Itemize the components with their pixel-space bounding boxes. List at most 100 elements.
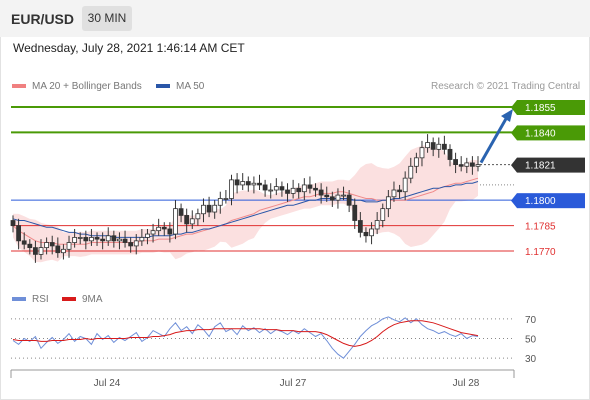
candle-down	[329, 196, 335, 201]
legend-swatch-ma20	[12, 84, 26, 89]
candle-down	[447, 148, 453, 160]
candle-down	[257, 182, 262, 186]
candle-down	[178, 208, 184, 216]
candle-down	[94, 237, 100, 240]
level-tag-notch-1.1800	[511, 193, 517, 209]
rsi-tick-70: 70	[525, 315, 537, 326]
candle-up	[425, 142, 430, 149]
candle-up	[374, 220, 380, 230]
candle-up	[335, 194, 341, 201]
candle-up	[44, 242, 50, 249]
candle-down	[324, 194, 330, 198]
candle-down	[27, 243, 33, 249]
candle-down	[10, 220, 16, 226]
candle-up	[402, 177, 408, 193]
level-tag-notch-1.1821	[511, 157, 517, 173]
candle-up	[380, 208, 386, 221]
candle-up	[419, 147, 425, 159]
candle-up	[66, 242, 72, 250]
level-label-1.1785: 1.1785	[525, 222, 556, 233]
candle-up	[385, 196, 391, 210]
candle-down	[279, 186, 285, 191]
candle-up	[117, 238, 122, 242]
timestamp: Wednesday, July 28, 2021 1:46:14 AM CET	[13, 41, 245, 55]
rsi-tick-50: 50	[525, 335, 537, 346]
ma50-line	[12, 181, 479, 238]
candle-down	[33, 247, 38, 255]
forecast-arrow-line	[479, 116, 509, 164]
candle-up	[475, 164, 481, 167]
legend-label-ma50: MA 50	[176, 81, 205, 92]
candle-down	[318, 189, 324, 196]
candle-down	[296, 187, 302, 193]
legend-label-rsi: RSI	[32, 294, 49, 305]
candle-up	[464, 162, 470, 167]
candle-up	[217, 198, 223, 206]
rsi-series-rsi	[12, 316, 479, 359]
candle-down	[111, 235, 117, 242]
candle-down	[458, 164, 464, 167]
symbol-label: EUR/USD	[11, 11, 75, 27]
level-tag-notch-1.1855	[511, 100, 517, 115]
candle-up	[369, 228, 374, 237]
candle-up	[223, 198, 229, 200]
ma20-line	[12, 177, 479, 245]
candle-up	[413, 157, 419, 167]
candle-down	[245, 181, 251, 186]
candle-up	[251, 182, 257, 186]
candle-down	[100, 238, 106, 242]
candle-down	[313, 187, 318, 191]
candle-up	[391, 189, 397, 198]
candle-up	[273, 186, 279, 191]
legend-item-ma20: MA 20 + Bollinger Bands	[12, 81, 142, 92]
level-tag-1.1800	[517, 193, 585, 209]
candle-down	[441, 143, 447, 150]
level-label-1.1770: 1.1770	[525, 247, 556, 258]
candle-up	[38, 247, 44, 255]
candle-up	[195, 213, 201, 220]
rsi-tick-30: 30	[525, 354, 537, 365]
rsi-series-9ma	[12, 320, 479, 347]
legend-item-ma50: MA 50	[156, 81, 204, 92]
candle-up	[72, 237, 78, 243]
candle-down	[262, 184, 268, 191]
candle-down	[55, 245, 61, 254]
candle-up	[189, 218, 195, 225]
candle-down	[16, 225, 22, 242]
x-tick-label: Jul 27	[280, 378, 307, 389]
level-label-1.1821: 1.1821	[525, 161, 556, 172]
candle-down	[307, 184, 313, 189]
legend-item-9ma: 9MA	[62, 294, 103, 305]
candle-up	[268, 189, 274, 192]
candle-up	[133, 240, 139, 247]
candle-down	[161, 226, 167, 230]
candle-down	[49, 242, 55, 247]
candle-down	[453, 159, 458, 166]
candle-down	[206, 204, 212, 213]
legend-item-rsi: RSI	[12, 294, 49, 305]
candle-up	[240, 181, 246, 186]
level-tag-notch-1.1840	[511, 125, 517, 141]
candle-up	[290, 187, 296, 194]
level-label-1.1800: 1.1800	[525, 196, 556, 207]
legend-swatch-rsi	[12, 297, 26, 302]
candle-down	[469, 162, 475, 167]
candle-up	[89, 237, 94, 242]
candle-down	[357, 220, 363, 233]
timeframe-button[interactable]: 30 MIN	[82, 6, 132, 31]
candle-up	[77, 237, 83, 239]
candle-up	[301, 184, 307, 193]
candle-up	[229, 179, 234, 199]
legend-swatch-9ma	[62, 297, 76, 302]
candle-down	[285, 189, 290, 194]
candle-up	[61, 248, 66, 254]
candle-up	[408, 165, 414, 179]
x-tick-label: Jul 24	[94, 378, 121, 389]
legend-swatch-ma50	[156, 84, 170, 89]
level-tag-1.1821	[517, 157, 585, 173]
legend-label-9ma: 9MA	[82, 294, 103, 305]
level-tag-1.1840	[517, 125, 585, 141]
candle-up	[341, 194, 346, 197]
level-label-1.1855: 1.1855	[525, 103, 556, 114]
